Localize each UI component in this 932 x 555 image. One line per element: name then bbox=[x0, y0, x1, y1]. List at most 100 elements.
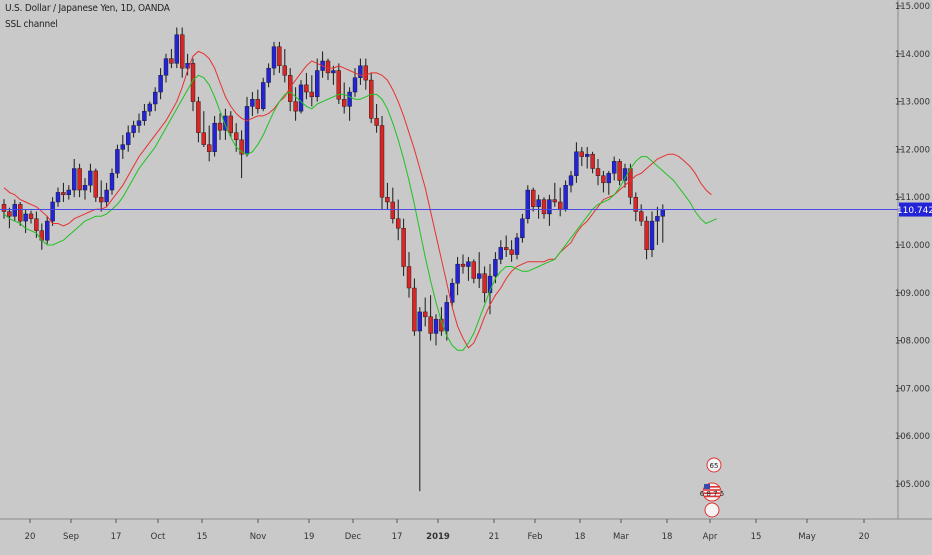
candle-body-up bbox=[104, 189, 109, 203]
y-tick-label: 113.000 bbox=[895, 98, 930, 108]
candle bbox=[109, 168, 115, 195]
candle-body-up bbox=[417, 311, 422, 332]
candle bbox=[104, 182, 109, 207]
symbol-title[interactable]: U.S. Dollar / Japanese Yen, 1D, OANDA bbox=[5, 3, 170, 14]
candle-body-down bbox=[406, 266, 412, 289]
candle-body-up bbox=[547, 199, 552, 215]
indicator-title[interactable]: SSL channel bbox=[5, 19, 58, 30]
time-axis[interactable]: 20 Sep 17 Oct 15 Nov 19 Dec 17 2019 21 Feb 18 Mar 18 Ap… bbox=[25, 519, 870, 542]
candle bbox=[601, 170, 606, 193]
candle-body-down bbox=[61, 192, 66, 196]
candle-body-down bbox=[385, 196, 390, 203]
candle-body-down bbox=[277, 46, 282, 66]
candle bbox=[595, 158, 601, 186]
last-price-label: 110.742 bbox=[897, 206, 932, 216]
candle-body-down bbox=[401, 228, 406, 267]
y-tick-label: 115.000 bbox=[895, 2, 930, 12]
candle-body-down bbox=[644, 220, 649, 250]
x-tick-label: 20 bbox=[25, 532, 36, 542]
candle-body-down bbox=[93, 170, 99, 198]
candle-body-up bbox=[450, 283, 455, 303]
candle bbox=[617, 158, 622, 186]
candle bbox=[509, 240, 514, 262]
candle-body-down bbox=[471, 261, 476, 279]
candle-body-up bbox=[649, 220, 655, 250]
x-tick-label: 17 bbox=[392, 532, 403, 542]
candle-body-up bbox=[88, 170, 93, 186]
candle-body-up bbox=[163, 58, 169, 76]
candle-body-down bbox=[628, 168, 633, 198]
candle bbox=[390, 187, 395, 224]
candle-body-up bbox=[50, 201, 55, 222]
candle bbox=[255, 89, 261, 114]
candle-body-up bbox=[433, 318, 439, 334]
candle-body-up bbox=[55, 192, 61, 203]
candle-body-up bbox=[563, 185, 568, 210]
candle bbox=[82, 178, 88, 200]
candle bbox=[50, 197, 55, 226]
candle-body-up bbox=[142, 110, 147, 121]
candle bbox=[574, 142, 579, 183]
x-tick-label: 15 bbox=[751, 532, 762, 542]
candle bbox=[655, 206, 660, 245]
candle-body-down bbox=[460, 263, 466, 267]
candle bbox=[331, 65, 336, 85]
candle-body-down bbox=[541, 199, 547, 215]
event-badge-circle bbox=[704, 502, 720, 518]
candle-body-down bbox=[601, 175, 606, 184]
candle-body-down bbox=[293, 101, 298, 112]
candle bbox=[136, 113, 142, 133]
candle bbox=[293, 87, 298, 121]
candle-body-up bbox=[520, 218, 525, 239]
us-flag-marker[interactable]: 6 8 7 5 bbox=[700, 482, 725, 502]
candle-body-up bbox=[261, 82, 266, 109]
candle bbox=[633, 192, 638, 222]
candle bbox=[606, 170, 611, 195]
y-tick-label: 112.000 bbox=[895, 145, 930, 155]
candle-body-down bbox=[7, 211, 12, 217]
candle bbox=[315, 58, 320, 102]
candle bbox=[536, 194, 541, 219]
flag-stripe bbox=[704, 486, 720, 488]
candle-body-down bbox=[374, 118, 379, 126]
candle-body-down bbox=[428, 316, 433, 334]
candle bbox=[45, 216, 50, 245]
candle-body-down bbox=[369, 79, 374, 119]
candle bbox=[385, 182, 390, 210]
price-axis[interactable]: 115.000 114.000 113.000 112.000 111.000 110.0… bbox=[895, 2, 930, 490]
candle-body-up bbox=[147, 103, 153, 112]
candle bbox=[298, 80, 304, 114]
last-price-label-bg bbox=[899, 202, 932, 217]
candle-body-down bbox=[196, 101, 201, 133]
candle-body-down bbox=[309, 91, 314, 98]
candle-body-down bbox=[282, 65, 287, 76]
candle bbox=[649, 211, 655, 257]
candle bbox=[514, 233, 520, 260]
event-markers[interactable]: 65 6 8 7 5 bbox=[700, 457, 725, 518]
event-marker-bottom[interactable] bbox=[704, 502, 720, 518]
candle bbox=[347, 87, 352, 121]
event-marker-upper[interactable]: 65 bbox=[706, 457, 722, 473]
candle-body-down bbox=[239, 139, 244, 155]
candle bbox=[412, 278, 417, 336]
candle-body-up bbox=[487, 275, 493, 294]
x-tick-label: 18 bbox=[662, 532, 673, 542]
candle bbox=[525, 185, 530, 224]
x-tick-label: Feb bbox=[527, 532, 542, 542]
candle bbox=[369, 72, 374, 124]
candle bbox=[77, 163, 82, 198]
candle bbox=[504, 235, 509, 257]
candle-body-down bbox=[98, 196, 104, 203]
candle-body-down bbox=[342, 99, 347, 107]
candle-body-up bbox=[466, 261, 471, 267]
candle bbox=[309, 75, 314, 107]
candle-body-up bbox=[606, 173, 611, 184]
candle-body-up bbox=[223, 115, 228, 131]
candle-body-down bbox=[412, 287, 417, 332]
candle-body-down bbox=[34, 218, 39, 231]
candle bbox=[125, 125, 131, 152]
flag-stripe bbox=[704, 492, 720, 494]
y-tick-label: 111.000 bbox=[895, 193, 930, 203]
